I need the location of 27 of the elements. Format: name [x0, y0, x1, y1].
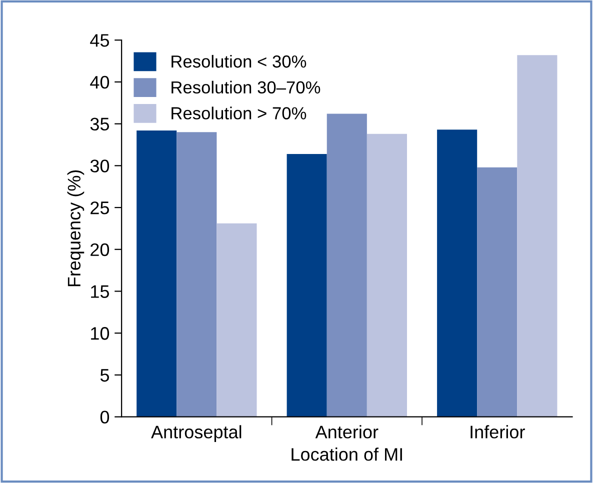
y-tick-label: 35	[90, 118, 110, 131]
bar	[136, 130, 177, 417]
y-tick-label: 10	[91, 327, 110, 340]
y-tick-label: 25	[90, 201, 110, 214]
legend-label: Resolution > 70%	[172, 106, 306, 120]
y-tick-label: 40	[90, 76, 110, 89]
bar	[326, 114, 367, 417]
x-tick-label: Antroseptal	[151, 425, 242, 442]
bar	[517, 55, 558, 417]
x-tick-label: Anterior	[315, 425, 378, 438]
y-tick-label: 15	[91, 285, 110, 298]
legend-label: Resolution < 30%	[172, 54, 306, 68]
bar	[437, 130, 478, 417]
y-tick-label: 20	[90, 243, 110, 256]
y-tick-label: 30	[90, 160, 110, 172]
bar	[216, 223, 257, 417]
y-tick-label: 45	[90, 34, 110, 47]
x-axis-title: Location of MI	[292, 448, 402, 461]
y-axis-title: Frequency (%)	[67, 170, 84, 286]
bar	[286, 154, 327, 417]
legend-label: Resolution 30–70%	[172, 80, 320, 94]
bar	[176, 132, 217, 417]
bar	[477, 167, 518, 417]
bar	[366, 134, 407, 417]
x-tick-label: Inferior	[470, 425, 525, 438]
y-tick-label: 0	[100, 410, 110, 424]
y-tick-label: 5	[100, 369, 110, 382]
